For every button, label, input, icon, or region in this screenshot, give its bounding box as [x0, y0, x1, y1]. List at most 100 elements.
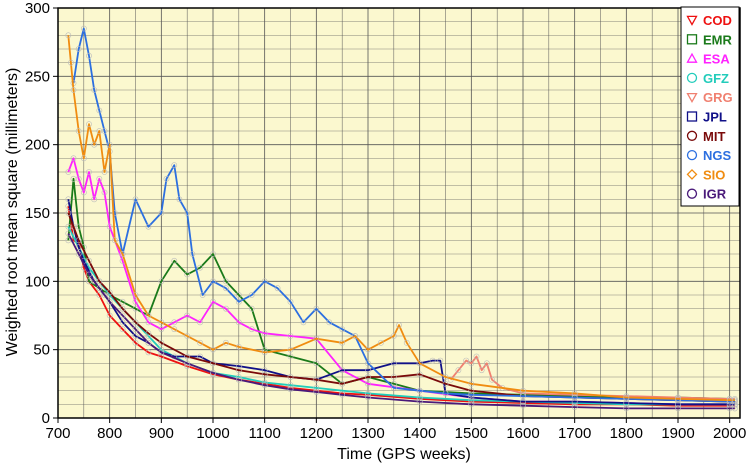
- data-point: [223, 305, 229, 312]
- triangle-down-marker: [686, 92, 698, 104]
- data-point: [365, 394, 371, 401]
- data-point: [101, 169, 108, 175]
- data-point: [287, 374, 294, 380]
- data-point: [261, 330, 268, 337]
- data-point: [287, 382, 294, 389]
- data-point: [75, 175, 82, 182]
- legend-item-esa: ESA: [686, 52, 730, 67]
- x-tick-label: 2000: [713, 425, 746, 442]
- legend: COD EMR ESA GFZ GRG JPL MIT NGS SIO IGR: [680, 6, 740, 207]
- data-point: [91, 141, 98, 148]
- data-point: [171, 319, 178, 326]
- data-point: [248, 292, 255, 298]
- data-point: [70, 223, 77, 230]
- data-point: [313, 385, 320, 391]
- data-point: [300, 319, 307, 326]
- series-line: [67, 233, 735, 410]
- x-tick-label: 900: [149, 425, 174, 442]
- legend-label: COD: [703, 13, 732, 28]
- data-point: [86, 52, 92, 59]
- data-point: [223, 285, 229, 292]
- y-tick-label: 0: [42, 410, 50, 427]
- data-point: [132, 298, 139, 305]
- data-point: [365, 380, 371, 387]
- series-line: [67, 35, 735, 402]
- data-point: [248, 326, 255, 333]
- data-point: [184, 210, 191, 216]
- data-point: [106, 223, 113, 230]
- data-point: [65, 196, 72, 203]
- data-point: [429, 357, 436, 364]
- legend-label: EMR: [703, 32, 733, 47]
- data-point: [248, 305, 255, 312]
- data-point: [86, 271, 92, 278]
- data-point: [210, 278, 216, 285]
- x-tick-label: 1000: [196, 425, 229, 442]
- legend-label: GRG: [703, 90, 733, 105]
- data-point: [442, 390, 449, 397]
- x-tick-label: 800: [97, 425, 122, 442]
- data-point: [75, 251, 82, 257]
- data-point: [176, 196, 183, 203]
- data-point: [313, 376, 320, 383]
- data-point: [326, 319, 333, 326]
- data-point: [520, 387, 526, 394]
- data-point: [261, 278, 268, 285]
- data-point: [675, 395, 681, 402]
- data-point: [171, 162, 178, 169]
- data-point: [274, 285, 281, 292]
- data-point: [184, 271, 191, 278]
- x-tick-label: 1200: [300, 425, 333, 442]
- data-point: [478, 367, 485, 374]
- y-tick-label: 50: [33, 342, 50, 359]
- data-point: [132, 196, 139, 203]
- data-point: [235, 319, 242, 326]
- data-point: [96, 128, 103, 134]
- data-point: [119, 312, 126, 319]
- data-point: [75, 46, 82, 52]
- data-point: [339, 380, 346, 387]
- data-point: [468, 380, 475, 387]
- data-point: [339, 339, 346, 346]
- data-point: [473, 353, 480, 360]
- data-point: [261, 349, 268, 356]
- data-point: [403, 339, 410, 346]
- data-point: [287, 333, 294, 339]
- data-point: [132, 292, 139, 298]
- data-point: [106, 141, 113, 148]
- circle-marker: [686, 149, 698, 161]
- series-igr: [65, 230, 738, 412]
- data-point: [675, 405, 681, 412]
- data-point: [111, 237, 118, 244]
- square-marker: [686, 111, 698, 122]
- y-tick-label: 300: [25, 0, 50, 17]
- data-point: [80, 25, 87, 32]
- data-point: [158, 326, 165, 333]
- legend-item-sio: SIO: [686, 167, 725, 182]
- data-point: [86, 169, 92, 175]
- data-point: [106, 312, 113, 319]
- y-tick-label: 250: [25, 68, 50, 85]
- legend-item-cod: COD: [686, 13, 732, 28]
- data-point: [86, 121, 92, 128]
- data-point: [365, 367, 371, 374]
- data-point: [158, 278, 165, 285]
- data-point: [520, 402, 526, 409]
- data-point: [223, 278, 229, 285]
- y-axis-title: Weighted root mean square (millimeters): [4, 68, 21, 357]
- data-point: [416, 371, 423, 378]
- data-point: [86, 257, 92, 264]
- data-point: [158, 339, 165, 346]
- series-line: [450, 355, 735, 400]
- data-point: [442, 380, 449, 387]
- data-point: [313, 360, 320, 367]
- data-point: [235, 363, 242, 369]
- legend-label: IGR: [703, 187, 727, 202]
- data-point: [189, 251, 196, 257]
- data-point: [390, 374, 397, 380]
- legend-box: [680, 6, 740, 207]
- data-point: [365, 360, 371, 367]
- data-point: [163, 175, 170, 182]
- data-point: [210, 360, 216, 367]
- data-point: [416, 394, 423, 401]
